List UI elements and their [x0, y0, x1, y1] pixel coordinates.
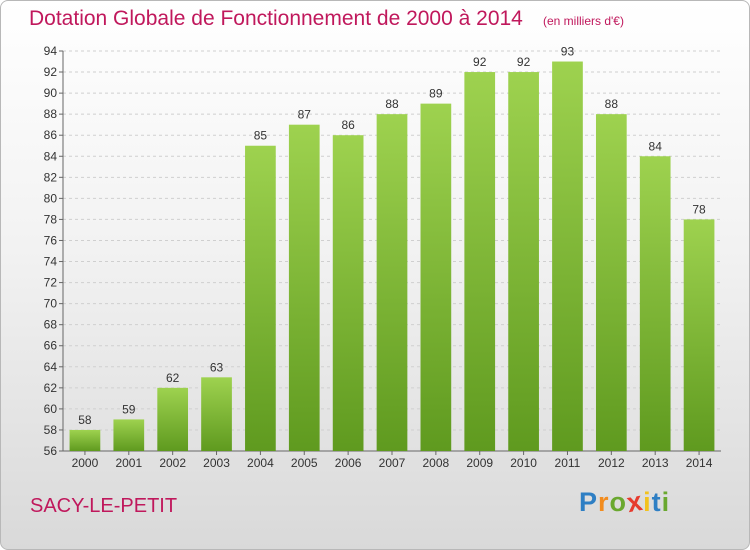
- data-label: 92: [517, 55, 531, 69]
- y-tick-label: 68: [44, 318, 58, 332]
- x-tick-label: 2007: [379, 456, 406, 470]
- data-label: 85: [254, 129, 268, 143]
- y-tick-label: 62: [44, 381, 58, 395]
- logo-letter: r: [598, 487, 610, 517]
- y-tick-label: 66: [44, 339, 58, 353]
- y-tick-label: 92: [44, 65, 58, 79]
- y-tick-label: 78: [44, 212, 58, 226]
- data-label: 58: [78, 413, 92, 427]
- logo-letter: t: [651, 487, 662, 517]
- data-label: 88: [605, 97, 619, 111]
- y-tick-label: 56: [44, 444, 58, 458]
- bar-2007: [376, 114, 408, 451]
- data-label: 62: [166, 371, 180, 385]
- x-tick-label: 2011: [555, 456, 581, 470]
- x-tick-label: 2002: [159, 456, 186, 470]
- x-tick-label: 2003: [203, 456, 230, 470]
- y-tick-label: 90: [44, 86, 58, 100]
- x-tick-label: 2006: [335, 456, 362, 470]
- y-tick-label: 86: [44, 128, 58, 142]
- data-label: 86: [341, 118, 355, 132]
- bar-2006: [332, 135, 364, 452]
- data-label: 87: [298, 108, 312, 122]
- bar-2001: [113, 419, 145, 451]
- bar-2010: [508, 72, 539, 451]
- bar-2003: [201, 377, 232, 451]
- y-tick-label: 58: [44, 423, 58, 437]
- data-label: 84: [649, 139, 663, 153]
- y-tick-label: 88: [44, 107, 58, 121]
- bar-2012: [595, 114, 627, 451]
- bars: [69, 61, 715, 452]
- y-tick-label: 64: [44, 360, 58, 374]
- bar-2000: [69, 429, 101, 451]
- bar-2008: [420, 103, 452, 451]
- y-tick-label: 94: [44, 44, 58, 58]
- logo-letter: o: [609, 487, 628, 517]
- x-tick-label: 2005: [291, 456, 318, 470]
- logo-letter: i: [661, 487, 671, 517]
- x-tick-label: 2000: [72, 456, 99, 470]
- data-label: 89: [429, 87, 443, 101]
- bar-2005: [288, 124, 320, 452]
- x-tick-label: 2014: [686, 456, 713, 470]
- y-tick-label: 76: [44, 233, 58, 247]
- data-label: 93: [561, 45, 575, 59]
- commune-name: SACY-LE-PETIT: [30, 495, 178, 517]
- logo-letter: i: [643, 487, 652, 517]
- proxiti-logo: Proxiti: [579, 486, 671, 527]
- y-tick-label: 74: [44, 255, 58, 269]
- chart-subtitle: (en milliers d'€): [543, 14, 624, 28]
- x-tick-label: 2009: [466, 456, 493, 470]
- data-label: 92: [473, 55, 487, 69]
- y-tick-label: 60: [44, 402, 58, 416]
- x-tick-label: 2001: [115, 456, 142, 470]
- bar-2002: [157, 387, 189, 451]
- y-tick-label: 84: [44, 149, 58, 163]
- bar-2009: [464, 72, 496, 451]
- chart-title: Dotation Globale de Fonctionnement de 20…: [29, 7, 523, 30]
- bar-2014: [683, 219, 715, 451]
- bar-2013: [639, 156, 671, 451]
- data-label: 88: [385, 97, 399, 111]
- bar-2004: [245, 145, 276, 451]
- y-tick-label: 82: [44, 170, 58, 184]
- y-tick-label: 72: [44, 276, 58, 290]
- x-tick-label: 2013: [642, 456, 669, 470]
- y-tick-label: 80: [44, 191, 58, 205]
- y-tick-label: 70: [44, 297, 58, 311]
- x-tick-label: 2008: [423, 456, 450, 470]
- bar-2011: [552, 61, 583, 452]
- data-label: 59: [122, 402, 136, 416]
- labels: 56 58 60 62 64 66 68 70 72 74 76 78 80 82 84 86 88 90 92 94…: [44, 44, 713, 470]
- data-label: 78: [692, 202, 706, 216]
- x-tick-label: 2012: [598, 456, 625, 470]
- logo-letter: P: [579, 487, 599, 517]
- data-label: 63: [210, 360, 224, 374]
- x-tick-label: 2010: [510, 456, 537, 470]
- x-tick-label: 2004: [247, 456, 274, 470]
